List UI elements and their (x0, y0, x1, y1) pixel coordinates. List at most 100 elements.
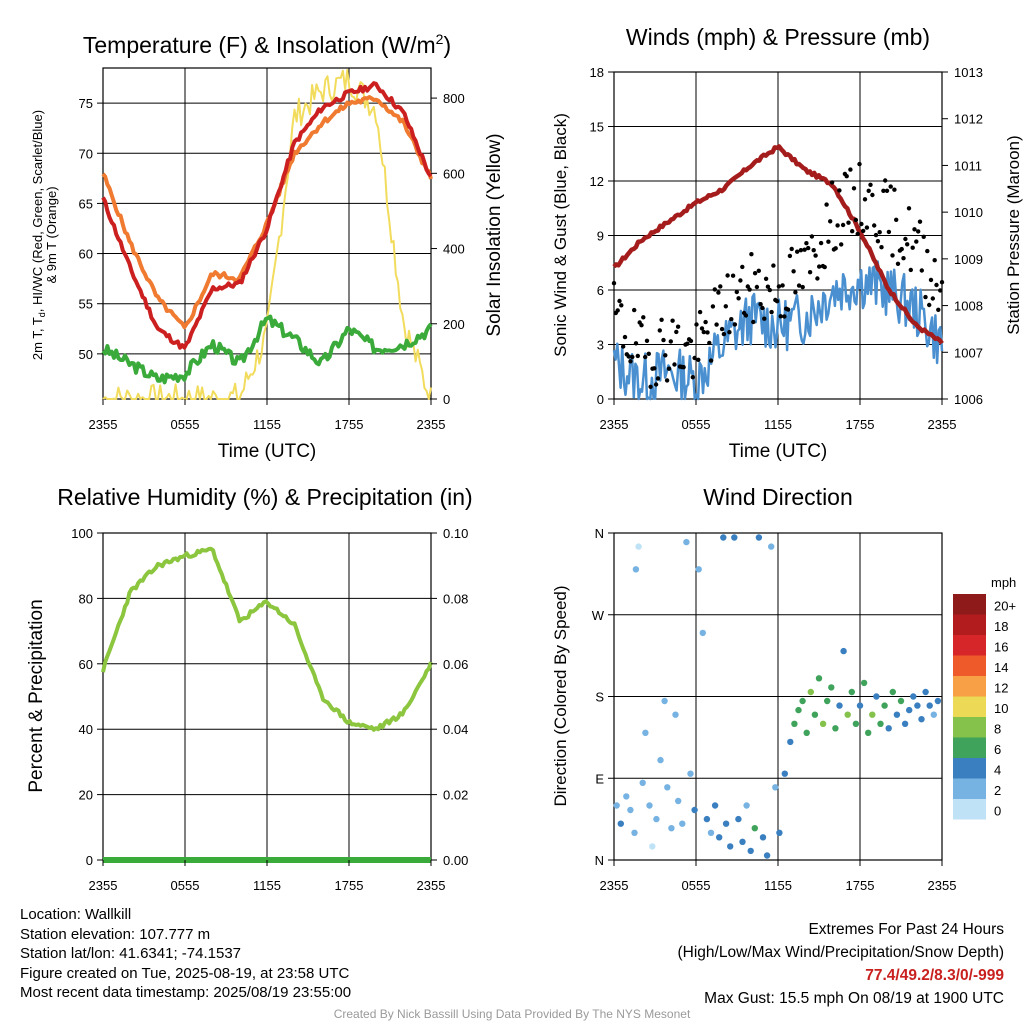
direction-point (791, 720, 798, 727)
direction-point (776, 829, 783, 836)
gust-point (639, 323, 644, 328)
wind-yticks: 0 3 6 9 12 15 18 (590, 65, 614, 407)
gust-point (743, 313, 749, 318)
gust-point (730, 273, 736, 278)
gust-point (813, 253, 818, 258)
gust-point (648, 384, 653, 389)
gust-point (928, 277, 934, 283)
gust-point (927, 302, 932, 308)
y-tick-label: 0 (597, 392, 604, 407)
direction-point (683, 538, 690, 546)
gust-point (899, 246, 904, 252)
gust-point (697, 309, 703, 315)
direction-point (668, 825, 675, 832)
direction-point (934, 697, 942, 705)
gust-point (644, 338, 650, 343)
pressure-ylabel: Station Pressure (Maroon) (1004, 135, 1023, 334)
extremes-info: Extremes For Past 24 Hours (High/Low/Max… (678, 918, 1005, 1010)
gust-point (763, 276, 769, 281)
gust-point (936, 307, 941, 312)
gust-point (646, 351, 651, 356)
y-tick-label: W (592, 608, 605, 623)
temperature-yticks: 50 55 60 65 70 75 (79, 96, 103, 362)
gust-point (833, 246, 838, 251)
created-text: Figure created on Tue, 2025-08-19, at 23… (20, 964, 350, 982)
gust-point (791, 269, 796, 274)
legend-swatch (953, 635, 986, 656)
gust-point (798, 248, 804, 253)
direction-point (889, 688, 896, 696)
direction-point (787, 738, 794, 746)
y-tick-label: N (595, 853, 604, 868)
gust-point (890, 253, 895, 258)
direction-point (632, 566, 640, 573)
y2-tick-label: 0.06 (443, 657, 468, 672)
gust-point (879, 245, 884, 250)
gust-point (628, 359, 633, 364)
y2-tick-label: 0.02 (443, 788, 468, 803)
x-tick-label: 0555 (171, 417, 200, 432)
direction-point (687, 770, 694, 777)
gust-point (762, 316, 767, 321)
y2-tick-label: 800 (443, 91, 465, 106)
gust-point (938, 288, 943, 293)
direction-point (711, 802, 719, 809)
legend-label: 0 (994, 803, 1001, 818)
rh-grid (103, 533, 431, 860)
gust-point (754, 284, 760, 290)
gust-point (630, 354, 635, 360)
direction-point (727, 843, 734, 850)
gust-point (875, 239, 881, 244)
gust-point (901, 256, 906, 261)
y2-tick-label: 1008 (954, 299, 983, 314)
direction-point (828, 684, 835, 691)
direction-point (840, 647, 847, 655)
gust-point (615, 308, 620, 313)
gust-point (747, 287, 752, 292)
y2-tick-label: 0 (443, 392, 450, 407)
direction-point (627, 806, 634, 814)
gust-point (800, 284, 805, 290)
legend-label: 14 (994, 660, 1008, 675)
x-tick-label: 1755 (846, 878, 875, 893)
credit-text: Created By Nick Bassill Using Data Provi… (333, 1007, 691, 1021)
gust-point (905, 242, 910, 247)
gust-point (908, 267, 913, 273)
temperature-ylabel: 2m T, Td, HI/WC (Red, Green, Scarlet/Blu… (30, 110, 47, 360)
gust-point (934, 282, 939, 288)
direction-point (675, 797, 682, 805)
gust-point (778, 314, 783, 319)
gust-point (884, 188, 890, 193)
gust-point (701, 329, 706, 335)
x-tick-label: 1155 (253, 878, 281, 893)
gust-point (632, 307, 637, 313)
x-tick-label: 2355 (928, 417, 957, 432)
gust-point (839, 242, 844, 247)
gust-point (826, 239, 831, 244)
gust-point (707, 340, 712, 346)
gust-point (906, 206, 912, 211)
gust-point (857, 161, 862, 167)
direction-point (881, 702, 888, 709)
gust-point (903, 236, 908, 242)
direction-point (926, 702, 933, 709)
direction-point (653, 815, 660, 823)
gust-point (675, 324, 681, 329)
direction-point (795, 706, 802, 714)
gust-point (661, 337, 666, 343)
legend-title: mph (991, 575, 1016, 590)
gust-point (751, 319, 756, 325)
direction-point (707, 829, 715, 836)
gust-point (870, 192, 875, 198)
gust-point (919, 268, 924, 273)
direction-point (661, 697, 668, 705)
y-tick-label: 60 (79, 247, 93, 262)
gust-point (708, 358, 714, 363)
gust-point (866, 188, 871, 193)
gust-point (776, 284, 782, 289)
gust-point (817, 264, 822, 269)
gust-point (703, 319, 708, 325)
gust-point (663, 353, 668, 358)
wind-xlabel: Time (UTC) (729, 441, 828, 462)
direction-point (930, 711, 937, 718)
